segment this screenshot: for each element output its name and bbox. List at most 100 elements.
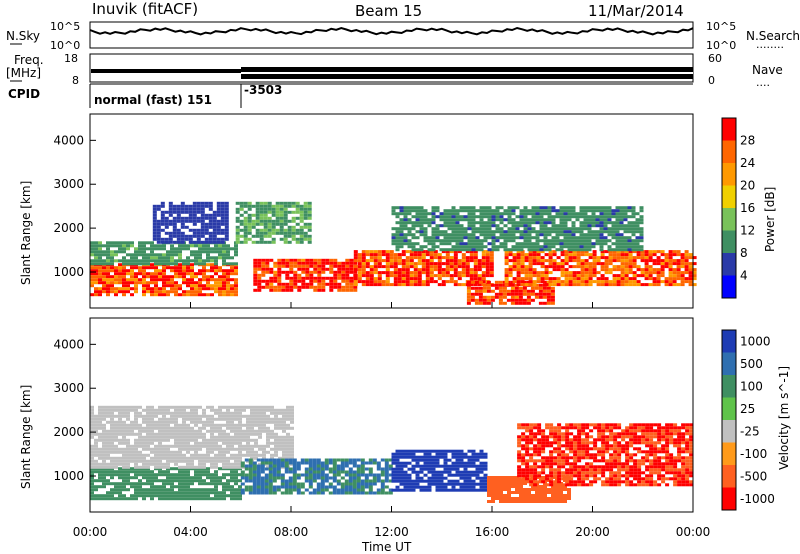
data-cell xyxy=(122,476,126,480)
data-cell xyxy=(519,488,523,491)
data-cell xyxy=(433,256,438,260)
data-cell xyxy=(391,239,396,243)
data-cell xyxy=(548,262,553,266)
data-cell xyxy=(114,456,118,460)
data-cell xyxy=(106,253,110,257)
data-cell xyxy=(90,420,94,424)
data-cell xyxy=(321,288,326,292)
data-cell xyxy=(459,215,464,219)
data-cell xyxy=(483,464,488,468)
data-cell xyxy=(451,452,456,456)
data-cell xyxy=(377,283,382,287)
data-cell xyxy=(250,453,254,457)
data-cell xyxy=(324,467,329,471)
data-cell xyxy=(467,227,472,231)
data-cell xyxy=(274,426,278,430)
data-cell xyxy=(200,240,205,244)
data-cell xyxy=(226,244,230,248)
data-cell xyxy=(292,488,297,492)
data-cell xyxy=(592,274,597,278)
data-cell xyxy=(158,426,162,430)
data-cell xyxy=(303,237,308,241)
data-cell xyxy=(230,426,234,430)
data-cell xyxy=(599,227,604,231)
data-cell xyxy=(210,275,214,279)
data-cell xyxy=(90,423,94,427)
data-cell xyxy=(405,265,410,269)
data-cell xyxy=(272,473,277,477)
data-cell xyxy=(158,462,162,466)
data-cell xyxy=(623,215,628,219)
data-cell xyxy=(166,275,170,279)
data-cell xyxy=(664,283,669,287)
data-cell xyxy=(222,247,226,251)
data-cell xyxy=(421,250,426,254)
data-cell xyxy=(170,485,174,489)
data-cell xyxy=(162,465,166,469)
data-cell xyxy=(204,225,209,229)
data-cell xyxy=(692,271,697,275)
data-cell xyxy=(470,295,475,299)
data-cell xyxy=(407,455,412,459)
data-cell xyxy=(138,438,142,442)
data-cell xyxy=(134,287,138,291)
data-cell xyxy=(676,283,681,287)
data-cell xyxy=(156,228,161,232)
data-cell xyxy=(419,245,424,249)
data-cell xyxy=(459,455,464,459)
data-cell xyxy=(296,488,301,492)
data-cell xyxy=(194,423,198,427)
data-cell xyxy=(204,237,209,241)
data-cell xyxy=(317,282,322,286)
data-cell xyxy=(114,485,118,489)
data-cell xyxy=(146,417,150,421)
data-cell xyxy=(270,441,274,445)
data-cell xyxy=(284,461,289,465)
cpid-mode-1: normal (fast) 151 xyxy=(94,93,212,107)
data-cell xyxy=(154,284,158,288)
data-cell xyxy=(508,283,513,287)
data-cell xyxy=(162,278,166,282)
data-cell xyxy=(178,482,182,486)
data-cell xyxy=(110,426,114,430)
data-cell xyxy=(290,438,294,442)
data-cell xyxy=(527,227,532,231)
data-cell xyxy=(443,488,448,492)
data-cell xyxy=(384,467,389,471)
data-cell xyxy=(238,465,242,469)
data-cell xyxy=(567,212,572,216)
data-cell xyxy=(384,473,389,477)
data-cell xyxy=(190,259,194,263)
data-cell xyxy=(216,240,221,244)
data-cell xyxy=(423,452,428,456)
data-cell xyxy=(269,282,274,286)
data-cell xyxy=(142,447,146,451)
data-cell xyxy=(230,411,234,415)
data-cell xyxy=(200,225,205,229)
data-cell xyxy=(166,278,170,282)
data-cell xyxy=(539,221,544,225)
data-cell xyxy=(401,265,406,269)
data-cell xyxy=(353,268,358,272)
data-cell xyxy=(345,258,350,262)
data-cell xyxy=(423,467,428,471)
data-cell xyxy=(291,201,296,205)
data-cell xyxy=(90,470,94,474)
data-cell xyxy=(240,461,245,465)
data-cell xyxy=(676,271,681,275)
data-cell xyxy=(206,491,210,495)
data-cell xyxy=(299,204,304,208)
data-cell xyxy=(276,464,281,468)
data-cell xyxy=(240,488,245,492)
data-cell xyxy=(224,213,229,217)
data-cell xyxy=(182,420,186,424)
data-cell xyxy=(473,256,478,260)
data-cell xyxy=(479,215,484,219)
data-cell xyxy=(479,482,484,486)
data-cell xyxy=(276,473,281,477)
data-cell xyxy=(340,464,345,468)
data-cell xyxy=(226,405,230,409)
data-cell xyxy=(198,414,202,418)
data-cell xyxy=(321,285,326,289)
data-cell xyxy=(407,488,412,492)
